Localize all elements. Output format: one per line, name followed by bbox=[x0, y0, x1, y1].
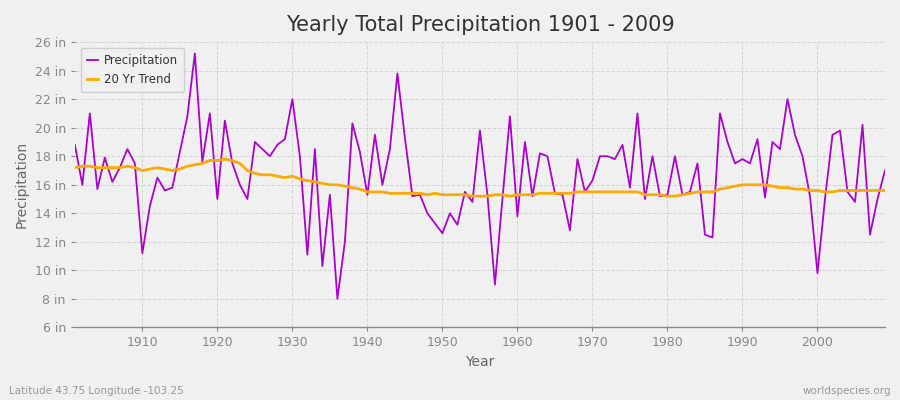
Precipitation bbox=[332, 296, 343, 301]
Text: worldspecies.org: worldspecies.org bbox=[803, 386, 891, 396]
Precipitation bbox=[302, 252, 313, 257]
20 Yr Trend bbox=[302, 178, 313, 183]
20 Yr Trend bbox=[467, 194, 478, 198]
Precipitation bbox=[69, 142, 80, 147]
Precipitation bbox=[130, 161, 140, 166]
20 Yr Trend bbox=[617, 190, 628, 194]
Precipitation bbox=[527, 194, 538, 198]
Precipitation bbox=[190, 51, 201, 56]
Precipitation bbox=[879, 168, 890, 173]
Precipitation bbox=[617, 142, 628, 147]
20 Yr Trend bbox=[220, 157, 230, 162]
20 Yr Trend bbox=[69, 165, 80, 170]
20 Yr Trend bbox=[347, 185, 358, 190]
Line: 20 Yr Trend: 20 Yr Trend bbox=[75, 159, 885, 196]
Legend: Precipitation, 20 Yr Trend: Precipitation, 20 Yr Trend bbox=[81, 48, 184, 92]
X-axis label: Year: Year bbox=[465, 355, 495, 369]
20 Yr Trend bbox=[519, 192, 530, 197]
20 Yr Trend bbox=[527, 192, 538, 197]
Precipitation bbox=[355, 150, 365, 154]
Title: Yearly Total Precipitation 1901 - 2009: Yearly Total Precipitation 1901 - 2009 bbox=[285, 15, 674, 35]
Line: Precipitation: Precipitation bbox=[75, 54, 885, 299]
20 Yr Trend bbox=[879, 188, 890, 193]
Precipitation bbox=[519, 140, 530, 144]
20 Yr Trend bbox=[130, 165, 140, 170]
Text: Latitude 43.75 Longitude -103.25: Latitude 43.75 Longitude -103.25 bbox=[9, 386, 184, 396]
Y-axis label: Precipitation: Precipitation bbox=[15, 141, 29, 228]
